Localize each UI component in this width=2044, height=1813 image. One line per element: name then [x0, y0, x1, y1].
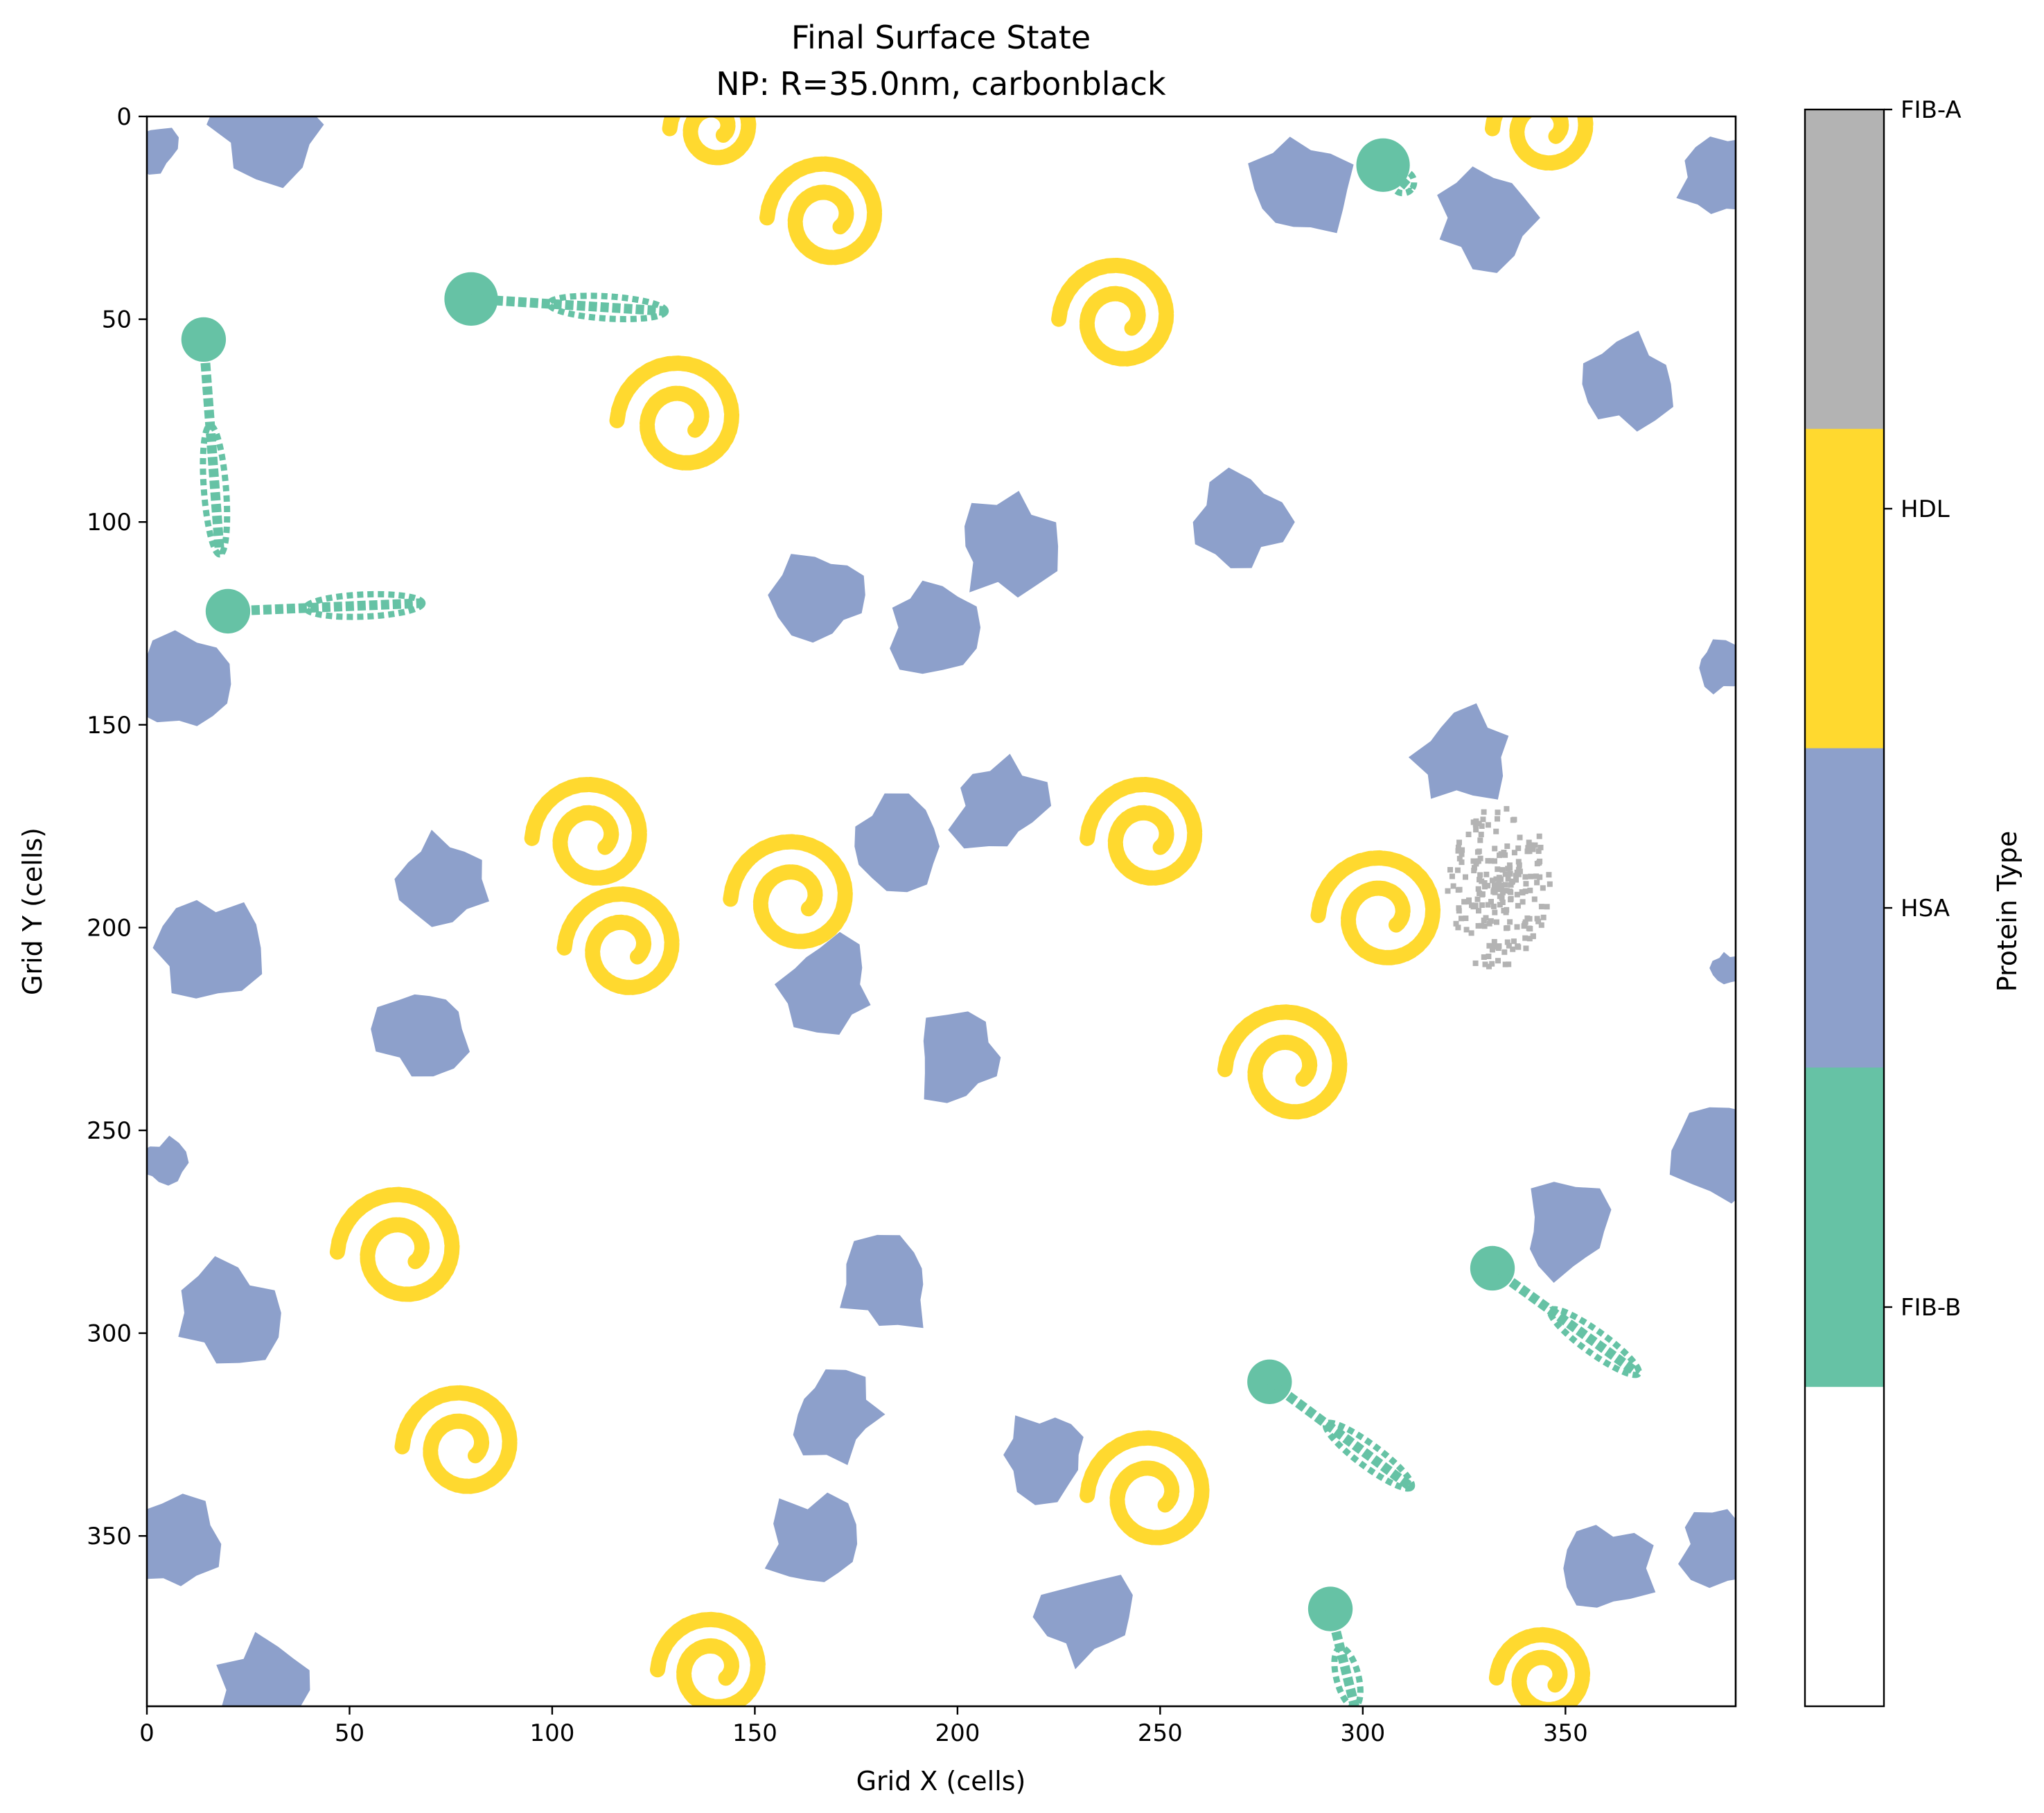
hsa-protein — [147, 630, 231, 726]
x-tick-label: 100 — [529, 1719, 574, 1747]
fib-b-protein — [1470, 1245, 1642, 1378]
colorbar: FIB-A HDL HSA FIB-B — [1804, 96, 1962, 1708]
fib-b-protein — [181, 317, 231, 558]
x-tick-label: 200 — [935, 1719, 980, 1747]
colorbar-segment — [1805, 1067, 1884, 1387]
y-tick-label: 350 — [87, 1523, 132, 1550]
x-tick-label: 0 — [139, 1719, 155, 1747]
y-tick-label: 250 — [87, 1117, 132, 1145]
hsa-protein — [1669, 1107, 1736, 1204]
x-tick-label: 300 — [1340, 1719, 1385, 1747]
hsa-protein — [1678, 1509, 1736, 1588]
hsa-protein — [768, 554, 865, 643]
hsa-protein — [1003, 1415, 1084, 1505]
hdl-protein — [556, 886, 680, 995]
hdl-protein — [524, 776, 647, 886]
y-axis-label: Grid Y (cells) — [17, 827, 48, 995]
hsa-protein — [147, 1135, 189, 1186]
hdl-protein — [1310, 850, 1441, 965]
hdl-protein — [662, 116, 757, 166]
hsa-protein — [147, 128, 179, 175]
y-tick-label: 0 — [116, 103, 132, 131]
x-tick-label: 50 — [335, 1719, 364, 1747]
hsa-protein — [216, 1631, 310, 1706]
hsa-protein — [764, 1492, 858, 1582]
hsa-protein — [1529, 1182, 1612, 1283]
colorbar-tick-label: FIB-A — [1901, 96, 1962, 124]
colorbar-segment — [1805, 110, 1884, 430]
hsa-protein — [890, 580, 981, 674]
colorbar-tick-label: HSA — [1901, 895, 1950, 922]
y-tick-label: 50 — [102, 306, 132, 334]
x-tick-label: 150 — [732, 1719, 777, 1747]
hsa-protein — [1709, 952, 1736, 985]
hsa-protein — [948, 753, 1052, 849]
colorbar-segment — [1805, 748, 1884, 1068]
hsa-protein — [152, 900, 263, 999]
chart-title: Final Surface State — [791, 19, 1091, 56]
x-axis: 0 50 100 150 200 250 300 350 — [139, 1706, 1588, 1747]
hsa-protein — [793, 1369, 886, 1465]
x-axis-label: Grid X (cells) — [856, 1766, 1026, 1796]
hsa-protein — [371, 994, 470, 1077]
fib-b-protein — [205, 588, 426, 634]
colorbar-label: Protein Type — [1992, 831, 2023, 992]
hdl-protein — [1051, 257, 1174, 367]
hdl-protein — [1080, 776, 1203, 886]
y-tick-label: 100 — [87, 509, 132, 536]
hsa-protein — [206, 116, 324, 189]
hsa-protein — [1032, 1575, 1133, 1670]
fib-b-protein — [444, 272, 669, 326]
hdl-protein — [650, 1611, 766, 1706]
hdl-protein — [609, 355, 740, 471]
hsa-protein — [1699, 639, 1736, 694]
hdl-protein — [759, 156, 883, 265]
hdl-protein — [329, 1186, 460, 1302]
colorbar-segment — [1805, 428, 1884, 749]
y-tick-label: 200 — [87, 914, 132, 942]
hdl-protein — [1217, 1004, 1348, 1120]
y-axis: 0 50 100 150 200 250 300 350 — [87, 103, 147, 1550]
hsa-protein — [1582, 331, 1673, 432]
fib-a-protein — [1445, 806, 1553, 970]
fib-b-protein — [1247, 1359, 1416, 1492]
hdl-protein — [1485, 116, 1594, 171]
fib-b-protein — [1356, 138, 1418, 197]
x-tick-label: 250 — [1138, 1719, 1183, 1747]
hdl-protein — [723, 834, 853, 949]
hdl-protein — [1488, 1627, 1591, 1706]
plot-frame — [146, 115, 1737, 1708]
hsa-protein — [1248, 137, 1354, 234]
hdl-protein — [394, 1385, 518, 1494]
chart-subtitle: NP: R=35.0nm, carbonblack — [716, 65, 1166, 103]
hdl-protein — [1080, 1430, 1210, 1545]
hsa-protein — [178, 1256, 281, 1364]
hsa-protein — [1437, 166, 1540, 273]
hsa-protein — [1676, 137, 1736, 214]
hsa-protein — [394, 830, 489, 927]
hsa-protein — [964, 491, 1059, 598]
hsa-protein — [923, 1011, 1001, 1103]
y-tick-label: 300 — [87, 1320, 132, 1348]
x-tick-label: 350 — [1543, 1719, 1588, 1747]
surface-grid-plot — [146, 115, 1737, 1708]
hsa-protein — [147, 1494, 222, 1586]
hsa-protein — [1192, 467, 1295, 568]
colorbar-tick-label: HDL — [1901, 496, 1950, 523]
protein-layer — [147, 116, 1736, 1706]
colorbar-segment — [1805, 1387, 1884, 1707]
hsa-protein — [1408, 703, 1509, 800]
hsa-protein — [840, 1234, 924, 1329]
colorbar-tick-label: FIB-B — [1901, 1294, 1961, 1322]
fib-b-protein — [1307, 1586, 1364, 1706]
hsa-protein — [1563, 1525, 1656, 1608]
hsa-protein — [774, 931, 871, 1035]
y-tick-label: 150 — [87, 712, 132, 739]
hsa-protein — [854, 793, 940, 893]
